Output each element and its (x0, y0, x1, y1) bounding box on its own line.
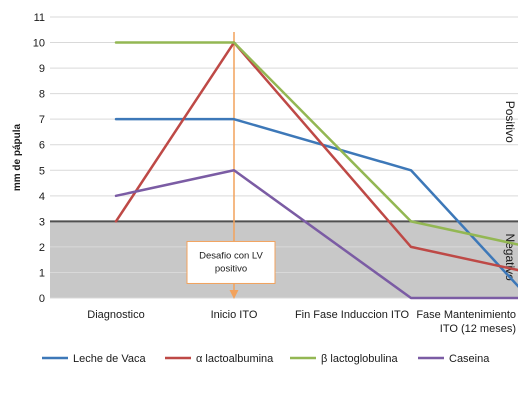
series-line (114, 41, 518, 272)
y-tick-label: 4 (39, 191, 45, 203)
y-tick-labels: 0 1 2 3 4 5 6 7 8 9 10 11 (33, 12, 45, 305)
x-tick-label: Inicio ITO (211, 309, 258, 321)
series-line (114, 169, 518, 300)
annotation-text: positivo (215, 263, 247, 274)
annotation-arrowhead (229, 290, 239, 299)
annotation-box (186, 240, 276, 284)
legend-label: Leche de Vaca (73, 353, 146, 365)
positive-region-label: Positivo (503, 101, 517, 143)
y-tick-label: 0 (39, 293, 45, 305)
legend-label: β lactoglobulina (321, 353, 399, 365)
series-line (114, 41, 518, 246)
legend-label: α lactoalbumina (196, 353, 274, 365)
y-tick-label: 3 (39, 216, 45, 228)
annotation-text: Desafio con LV (199, 250, 263, 261)
y-tick-label: 6 (39, 140, 45, 152)
negative-region (50, 221, 518, 298)
y-tick-label: 8 (39, 89, 45, 101)
legend: Leche de Vaca α lactoalbumina β lactoglobu… (42, 353, 490, 365)
y-tick-label: 7 (39, 114, 45, 126)
y-axis-label: mm de pápula (12, 123, 23, 191)
x-tick-label: Diagnostico (87, 309, 144, 321)
series-lines (114, 41, 518, 300)
y-tick-label: 5 (39, 165, 45, 177)
x-tick-label: Fin Fase Induccion ITO (295, 309, 410, 321)
x-tick-label: ITO (12 meses) (440, 323, 516, 335)
y-tick-label: 11 (34, 12, 45, 24)
y-tick-label: 2 (39, 242, 45, 254)
x-tick-labels: Diagnostico Inicio ITO Fin Fase Induccion … (87, 309, 516, 335)
y-tick-label: 10 (33, 38, 45, 50)
y-tick-label: 9 (39, 63, 45, 75)
legend-label: Caseina (449, 353, 490, 365)
y-tick-label: 1 (39, 267, 45, 279)
x-tick-label: Fase Mantenimiento (416, 309, 516, 321)
